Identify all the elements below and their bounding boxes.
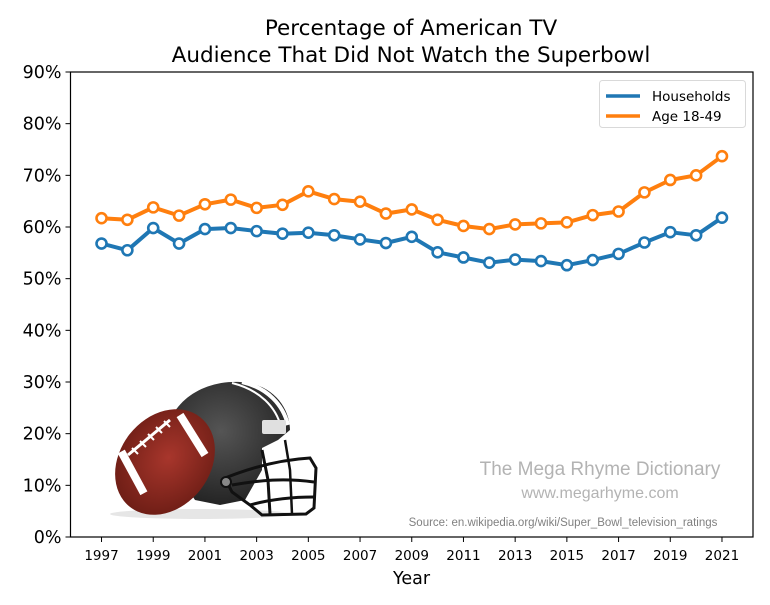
data-point-age-18-49 xyxy=(172,209,186,222)
y-tick-label: 90% xyxy=(23,63,62,83)
data-point-age-18-49 xyxy=(483,222,496,236)
x-tick-label: 2019 xyxy=(653,548,687,564)
x-tick-label: 2015 xyxy=(550,548,584,564)
data-point-households xyxy=(663,225,677,239)
data-point-households xyxy=(508,253,522,266)
data-point-age-18-49 xyxy=(327,192,341,206)
x-tick-label: 2001 xyxy=(188,548,222,564)
source-note: Source: en.wikipedia.org/wiki/Super_Bowl… xyxy=(409,517,718,529)
plot-frame xyxy=(69,71,754,538)
data-point-age-18-49 xyxy=(715,149,729,163)
legend-label-age-18-49: Age 18-49 xyxy=(652,109,722,125)
x-tick-label: 1999 xyxy=(136,548,170,564)
x-axis-ticks: 1997 1999 2001 2003 2005 2007 2009 2011 2013 2015… xyxy=(84,537,739,564)
chart-title-line-1: Percentage of American TV xyxy=(265,16,558,41)
y-tick-label: 30% xyxy=(23,373,62,393)
x-tick-label: 2013 xyxy=(498,548,532,564)
data-point-households xyxy=(612,247,625,261)
data-point-age-18-49 xyxy=(379,207,393,220)
x-tick-label: 2007 xyxy=(343,548,377,564)
series-households xyxy=(95,211,729,272)
data-point-households xyxy=(483,256,496,269)
data-point-age-18-49 xyxy=(457,219,470,233)
data-point-age-18-49 xyxy=(663,173,677,187)
data-point-age-18-49 xyxy=(612,205,625,218)
data-point-households xyxy=(198,222,212,236)
data-point-households xyxy=(715,211,729,224)
data-point-age-18-49 xyxy=(560,216,574,229)
y-tick-label: 10% xyxy=(23,476,62,496)
y-tick-label: 40% xyxy=(23,321,62,341)
data-point-age-18-49 xyxy=(95,211,108,225)
chart-title-line-2: Audience That Did Not Watch the Superbow… xyxy=(172,43,651,68)
data-point-age-18-49 xyxy=(431,213,444,227)
data-point-age-18-49 xyxy=(302,185,315,198)
football-icon xyxy=(115,409,215,515)
watermark-url: www.megarhyme.com xyxy=(520,485,678,502)
data-point-households xyxy=(327,228,341,242)
data-point-households xyxy=(534,254,548,268)
data-point-households xyxy=(638,236,651,249)
data-point-households xyxy=(560,258,574,272)
y-tick-label: 20% xyxy=(23,425,62,445)
y-tick-label: 50% xyxy=(23,270,62,290)
y-tick-label: 80% xyxy=(23,115,62,135)
data-point-households xyxy=(405,230,419,244)
data-point-age-18-49 xyxy=(638,186,651,199)
data-point-age-18-49 xyxy=(405,203,419,216)
data-point-age-18-49 xyxy=(586,208,600,222)
data-point-households xyxy=(353,233,367,246)
y-tick-label: 70% xyxy=(23,166,62,186)
watermark-title: The Mega Rhyme Dictionary xyxy=(480,459,721,480)
data-point-age-18-49 xyxy=(689,169,703,182)
x-tick-label: 2003 xyxy=(239,548,273,564)
x-tick-label: 2005 xyxy=(291,548,325,564)
x-tick-label: 2011 xyxy=(446,548,480,564)
y-axis-ticks: 0% 10% 20% 30% 40% 50% 60% 70% 80% 90% xyxy=(23,63,71,548)
data-point-households xyxy=(431,246,444,259)
data-point-households xyxy=(379,236,393,250)
data-point-age-18-49 xyxy=(276,198,289,212)
legend-label-households: Households xyxy=(652,89,730,105)
x-tick-label: 2017 xyxy=(601,548,635,564)
series-age-18-49 xyxy=(95,149,729,236)
y-tick-label: 60% xyxy=(23,218,62,238)
data-point-age-18-49 xyxy=(121,213,134,227)
data-point-households xyxy=(302,226,315,239)
data-point-households xyxy=(457,251,470,264)
data-point-age-18-49 xyxy=(353,195,367,208)
series-layer xyxy=(95,149,729,272)
x-tick-label: 2021 xyxy=(705,548,739,564)
legend: Households Age 18-49 xyxy=(599,80,746,128)
football-helmet-image xyxy=(110,380,318,519)
data-point-age-18-49 xyxy=(146,201,160,214)
data-point-households xyxy=(250,224,263,238)
data-point-households xyxy=(172,237,186,250)
data-point-age-18-49 xyxy=(224,193,238,206)
data-point-age-18-49 xyxy=(534,217,548,230)
x-tick-label: 2009 xyxy=(395,548,429,564)
data-point-households xyxy=(146,221,160,235)
data-point-households xyxy=(95,237,108,250)
data-point-households xyxy=(276,227,289,241)
data-point-households xyxy=(689,228,703,242)
data-point-age-18-49 xyxy=(508,218,522,231)
data-point-households xyxy=(121,243,134,257)
x-axis-label: Year xyxy=(392,569,431,589)
x-tick-label: 1997 xyxy=(84,548,118,564)
data-point-age-18-49 xyxy=(198,197,212,211)
data-point-age-18-49 xyxy=(250,201,263,215)
y-tick-label: 0% xyxy=(34,528,62,548)
data-point-households xyxy=(586,253,600,267)
data-point-households xyxy=(224,221,238,235)
